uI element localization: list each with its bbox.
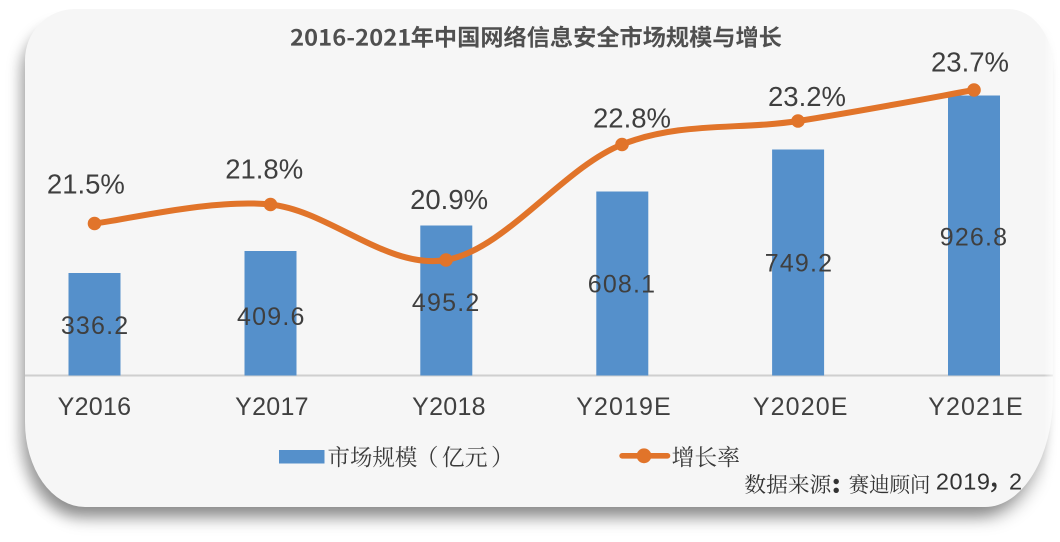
svg-text:926.8: 926.8 xyxy=(940,224,1009,252)
svg-text:2019: 2019 xyxy=(936,469,991,495)
svg-text:336.2: 336.2 xyxy=(61,312,130,340)
svg-text:Y2020E: Y2020E xyxy=(753,393,849,421)
svg-text:608.1: 608.1 xyxy=(588,271,657,299)
svg-text:20.9%: 20.9% xyxy=(410,184,488,215)
svg-text:21.5%: 21.5% xyxy=(47,169,125,200)
svg-text:22.8%: 22.8% xyxy=(593,103,671,134)
svg-text:Y2018: Y2018 xyxy=(412,393,486,421)
svg-text:23.7%: 23.7% xyxy=(931,46,1009,77)
svg-text:23.2%: 23.2% xyxy=(768,81,846,112)
svg-text:Y2017: Y2017 xyxy=(235,393,309,421)
svg-text:Y2016: Y2016 xyxy=(58,393,132,421)
svg-text:Y2021E: Y2021E xyxy=(928,393,1024,421)
svg-text:21.8%: 21.8% xyxy=(225,153,303,184)
svg-text:409.6: 409.6 xyxy=(237,303,306,331)
svg-text:749.2: 749.2 xyxy=(765,249,834,277)
svg-text:Y2019E: Y2019E xyxy=(576,393,672,421)
svg-text:495.2: 495.2 xyxy=(412,289,481,317)
svg-text:2: 2 xyxy=(1009,469,1022,495)
